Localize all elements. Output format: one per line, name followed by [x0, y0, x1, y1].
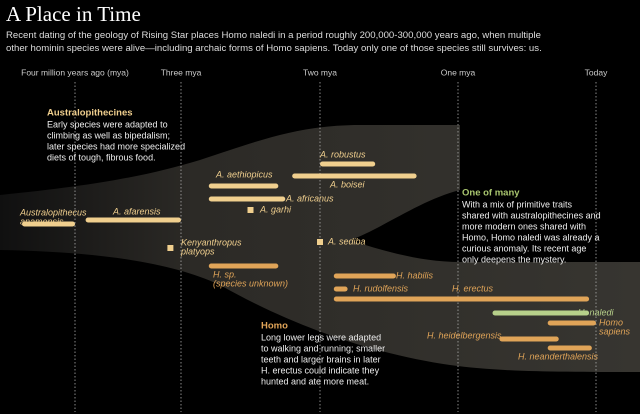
note-line: climbing as well as bipedalism; [47, 130, 170, 140]
species-label: A. robustus [319, 149, 366, 159]
species-range [292, 173, 417, 179]
species-label: H. erectus [452, 283, 494, 293]
note-line: more modern ones shared with [462, 221, 586, 231]
species-range [492, 310, 590, 316]
species-marker [167, 245, 174, 251]
title: A Place in Time [6, 2, 141, 26]
species-range [333, 296, 590, 302]
species-label: A. garhi [259, 204, 292, 214]
species-marker [247, 207, 254, 213]
species-range [499, 336, 559, 342]
note-line: to walking and running; smaller [261, 343, 385, 353]
x-tick-label: Three mya [161, 67, 202, 77]
species-range [320, 161, 376, 167]
note-line: shared with australopithecines and [462, 210, 601, 220]
species-marker [317, 239, 323, 245]
species-label: H. sp. [213, 269, 237, 279]
note-line: later species had more specialized [47, 141, 185, 151]
x-tick-label: Today [585, 67, 608, 77]
note-line: diets of tough, fibrous food. [47, 152, 156, 162]
note-title: Australopithecines [47, 108, 133, 119]
species-label: A. afarensis [112, 206, 161, 216]
species-range [547, 345, 592, 351]
species-range [85, 217, 181, 223]
species-range [208, 183, 279, 189]
species-label: (species unknown) [213, 278, 288, 288]
species-label: A. boisei [329, 179, 366, 189]
note-line: hunted and ate more meat. [261, 376, 369, 386]
species-label: sapiens [599, 326, 631, 336]
species-label: H. naledi [578, 307, 615, 317]
species-label: Australopithecus [19, 207, 87, 217]
species-label: H. rudolfensis [353, 283, 409, 293]
species-range [208, 196, 286, 202]
species-range [547, 320, 596, 326]
note-line: With a mix of primitive traits [462, 199, 573, 209]
species-range [208, 263, 279, 269]
subtitle-line: Recent dating of the geology of Rising S… [6, 30, 541, 41]
species-range [333, 273, 396, 279]
species-range [333, 286, 348, 292]
x-tick-label: One mya [441, 67, 476, 77]
species-label: Homo [599, 317, 623, 327]
species-label: platyops [180, 246, 215, 256]
note-line: Long lower legs were adapted [261, 332, 381, 342]
note-line: Early species were adapted to [47, 119, 168, 129]
species-range [22, 221, 75, 227]
species-label: H. neanderthalensis [518, 351, 599, 361]
species-label: A. aethiopicus [215, 169, 273, 179]
note-line: H. erectus could indicate they [261, 365, 380, 375]
species-label: A. sediba [327, 236, 366, 246]
species-label: H. habilis [396, 270, 434, 280]
subtitle-line: other hominin species were alive—includi… [6, 43, 542, 54]
note-title: One of many [462, 188, 520, 199]
species-label: anamensis [20, 216, 64, 226]
species-label: A. africanus [285, 193, 334, 203]
note-line: teeth and larger brains in later [261, 354, 381, 364]
note-title: Homo [261, 321, 288, 332]
note-line: only deepens the mystery. [462, 254, 566, 264]
x-tick-label: Four million years ago (mya) [21, 67, 129, 77]
x-tick-label: Two mya [303, 67, 337, 77]
species-label: Kenyanthropus [181, 237, 242, 247]
species-label: H. heidelbergensis [427, 330, 502, 340]
note-line: Homo, Homo naledi was already a [462, 232, 600, 242]
lineage-band [0, 125, 640, 372]
note-line: curious anomaly. Its recent age [462, 243, 586, 253]
